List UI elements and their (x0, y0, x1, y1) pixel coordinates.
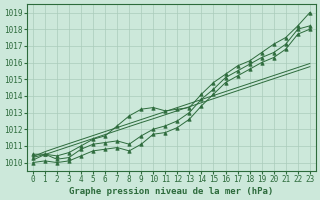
X-axis label: Graphe pression niveau de la mer (hPa): Graphe pression niveau de la mer (hPa) (69, 187, 274, 196)
